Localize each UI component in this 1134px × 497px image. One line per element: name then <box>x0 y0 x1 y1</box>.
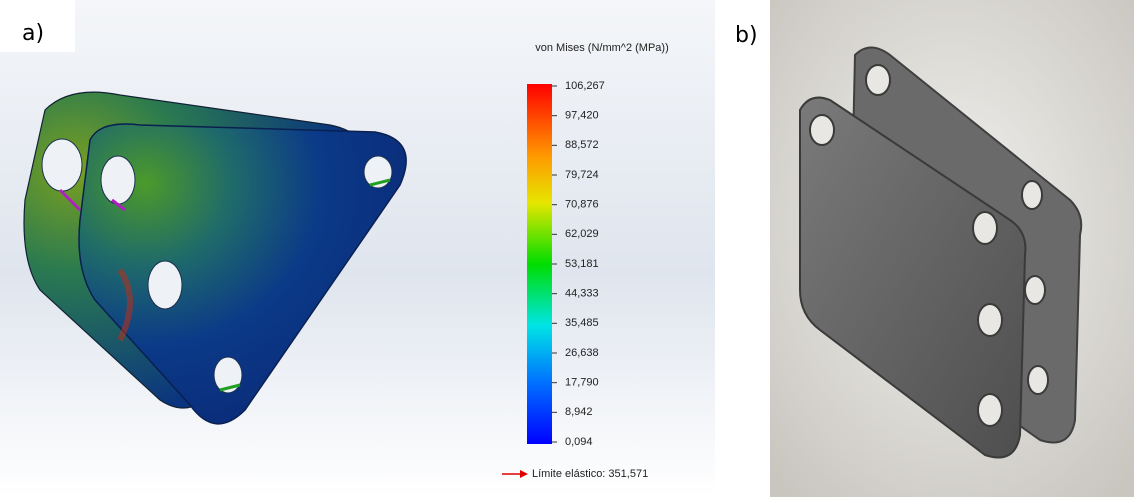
tick-label: 8,942 <box>565 406 593 418</box>
figure: a) von Mises (N/mm^2 (MPa)) 106,267 97,42… <box>0 0 1134 497</box>
tick-label: 97,420 <box>565 110 599 122</box>
tick-label: 62,029 <box>565 228 599 240</box>
legend-title: von Mises (N/mm^2 (MPa)) <box>535 42 669 54</box>
tick-label: 79,724 <box>565 169 599 181</box>
tick-label: 17,790 <box>565 377 599 389</box>
panel-a-label: a) <box>22 21 44 46</box>
panel-b-label: b) <box>735 23 758 48</box>
tick-label: 53,181 <box>565 258 599 270</box>
tick-label: 0,094 <box>565 436 593 448</box>
tick-label: 44,333 <box>565 288 599 300</box>
color-bar <box>527 84 552 444</box>
tick-label: 26,638 <box>565 347 599 359</box>
tick-label: 70,876 <box>565 199 599 211</box>
tick-label: 35,485 <box>565 317 599 329</box>
yield-limit: Límite elástico: 351,571 <box>532 468 648 480</box>
tick-label: 88,572 <box>565 139 599 151</box>
tick-label: 106,267 <box>565 80 605 92</box>
